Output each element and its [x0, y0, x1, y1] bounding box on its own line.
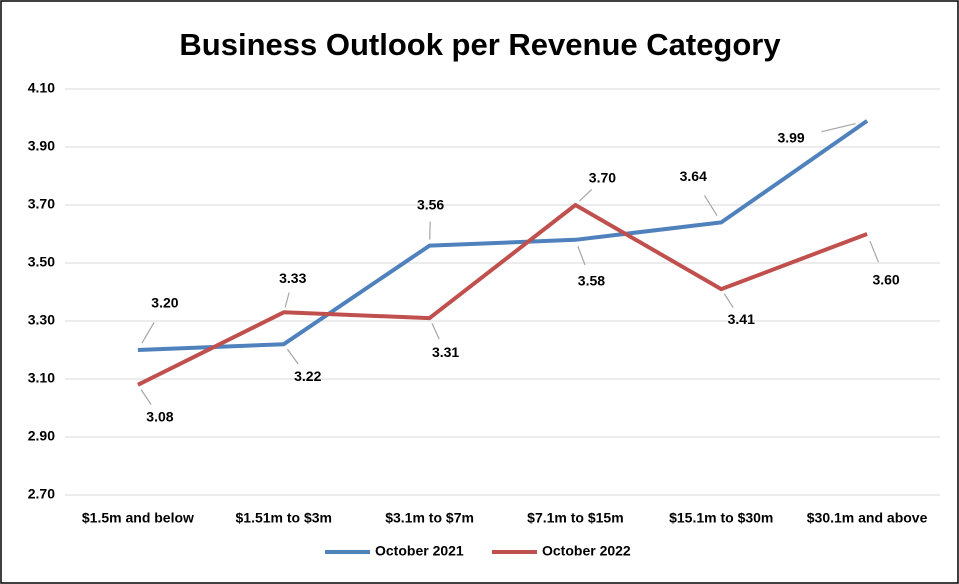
x-tick-label: $15.1m to $30m	[669, 510, 773, 526]
x-tick-label: $3.1m to $7m	[385, 510, 474, 526]
leader-line	[869, 240, 880, 263]
data-label: 3.99	[777, 130, 804, 146]
y-tick-label: 2.90	[28, 428, 55, 444]
leader-line	[723, 293, 734, 309]
leader-line	[140, 389, 152, 405]
leader-line	[141, 322, 155, 344]
leader-line	[284, 292, 290, 308]
leader-line	[821, 123, 856, 133]
data-label: 3.22	[294, 368, 321, 384]
data-label: 3.31	[432, 344, 459, 360]
leader-line	[703, 195, 718, 216]
chart-title: Business Outlook per Revenue Category	[179, 27, 781, 62]
x-tick-label: $30.1m and above	[807, 510, 928, 526]
data-label: 3.58	[578, 273, 605, 289]
legend-label: October 2021	[375, 543, 464, 559]
leader-line	[577, 245, 586, 266]
data-label: 3.33	[279, 270, 306, 286]
y-tick-label: 3.30	[28, 312, 55, 328]
leader-line	[286, 348, 299, 365]
data-label: 3.08	[146, 409, 173, 425]
data-label: 3.20	[151, 295, 178, 311]
y-tick-label: 3.70	[28, 196, 55, 212]
data-label: 3.70	[589, 170, 616, 186]
y-tick-label: 2.70	[28, 486, 55, 502]
x-tick-label: $7.1m to $15m	[527, 510, 624, 526]
legend-label: October 2022	[542, 543, 631, 559]
series-line	[137, 119, 869, 352]
series-line	[137, 203, 868, 387]
data-label: 3.64	[680, 168, 707, 184]
data-label: 3.56	[417, 196, 444, 212]
x-tick-label: $1.51m to $3m	[236, 510, 333, 526]
leader-line	[579, 188, 593, 202]
y-tick-label: 3.50	[28, 254, 55, 270]
leader-line	[431, 323, 440, 340]
y-tick-label: 3.90	[28, 138, 55, 154]
data-label: 3.60	[872, 272, 899, 288]
y-tick-label: 4.10	[28, 80, 55, 96]
x-tick-label: $1.5m and below	[82, 510, 194, 526]
data-label: 3.41	[728, 311, 755, 327]
y-tick-label: 3.10	[28, 370, 55, 386]
